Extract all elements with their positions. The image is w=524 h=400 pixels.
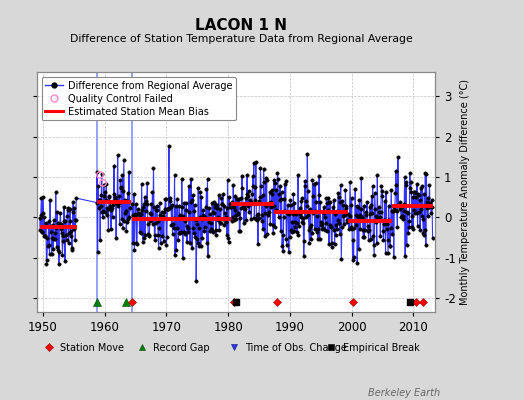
Text: Record Gap: Record Gap: [154, 343, 210, 353]
Point: [99, 180, 107, 186]
Y-axis label: Monthly Temperature Anomaly Difference (°C): Monthly Temperature Anomaly Difference (…: [460, 79, 470, 305]
Text: Difference of Station Temperature Data from Regional Average: Difference of Station Temperature Data f…: [70, 34, 412, 44]
Text: Time of Obs. Change: Time of Obs. Change: [245, 343, 347, 353]
Text: Berkeley Earth: Berkeley Earth: [368, 388, 440, 398]
Text: LACON 1 N: LACON 1 N: [195, 18, 287, 33]
Point: [96, 172, 104, 178]
Legend: Difference from Regional Average, Quality Control Failed, Estimated Station Mean: Difference from Regional Average, Qualit…: [41, 77, 236, 120]
Text: Station Move: Station Move: [60, 343, 124, 353]
Text: Empirical Break: Empirical Break: [343, 343, 419, 353]
